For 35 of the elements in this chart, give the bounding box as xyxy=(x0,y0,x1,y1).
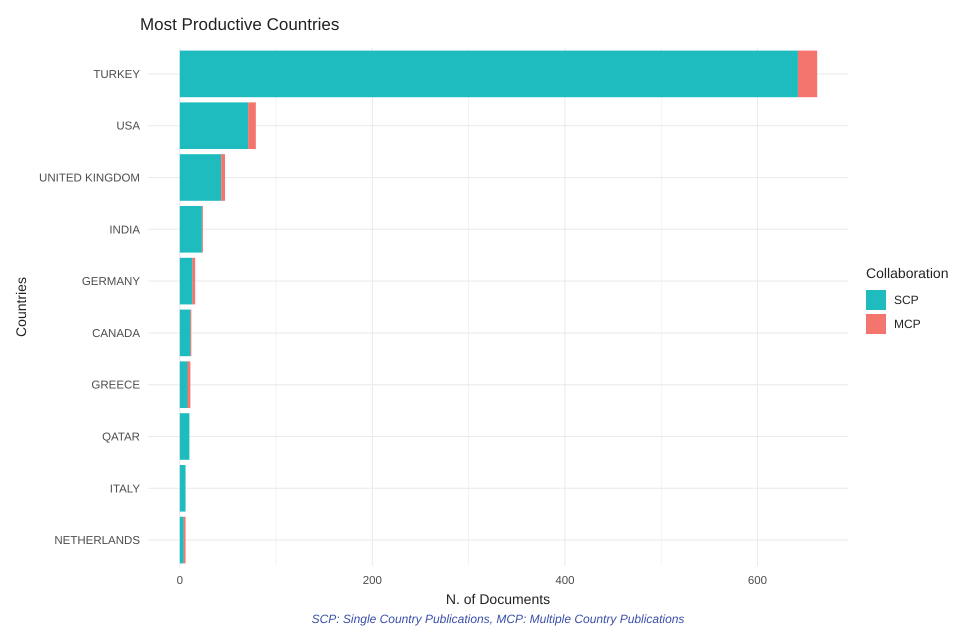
legend-title: Collaboration xyxy=(866,265,948,281)
text: SCP: Single Country Publications, MCP: Multiple Country Publications xyxy=(312,612,684,626)
bar xyxy=(180,258,192,304)
y-tick-label: ITALY xyxy=(110,483,140,496)
y-tick-label: QATAR xyxy=(102,432,140,444)
x-tick-label: 400 xyxy=(555,575,575,587)
bar xyxy=(180,310,190,356)
x-tick-label: 200 xyxy=(362,575,382,587)
x-axis-title: N. of Documents xyxy=(446,591,550,607)
chart-title: Most Productive Countries xyxy=(140,15,340,34)
legend-label: MCP xyxy=(894,317,921,332)
bar xyxy=(180,516,184,564)
y-tick-label: USA xyxy=(116,120,140,133)
y-tick-label: GREECE xyxy=(91,380,140,392)
bar xyxy=(180,154,222,201)
bar xyxy=(180,50,798,98)
bar xyxy=(180,206,202,253)
y-tick-label: INDIA xyxy=(109,224,140,236)
bar xyxy=(221,154,226,201)
bar xyxy=(248,102,256,150)
y-tick-label: UNITED KINGDOM xyxy=(39,172,140,185)
bar xyxy=(180,464,186,512)
bar xyxy=(180,413,190,460)
y-tick-label: GERMANY xyxy=(82,276,140,288)
legend-label: SCP xyxy=(894,293,919,308)
bar xyxy=(187,361,190,408)
x-tick-label: 0 xyxy=(176,575,183,587)
bar xyxy=(180,102,248,150)
y-tick-label: NETHERLANDS xyxy=(54,535,140,548)
y-axis-title: Countries xyxy=(13,277,29,337)
x-tick-label: 600 xyxy=(748,575,768,587)
bar xyxy=(798,50,818,98)
y-tick-label: TURKEY xyxy=(93,68,140,81)
bar xyxy=(180,361,188,408)
y-tick-label: CANADA xyxy=(92,328,140,340)
